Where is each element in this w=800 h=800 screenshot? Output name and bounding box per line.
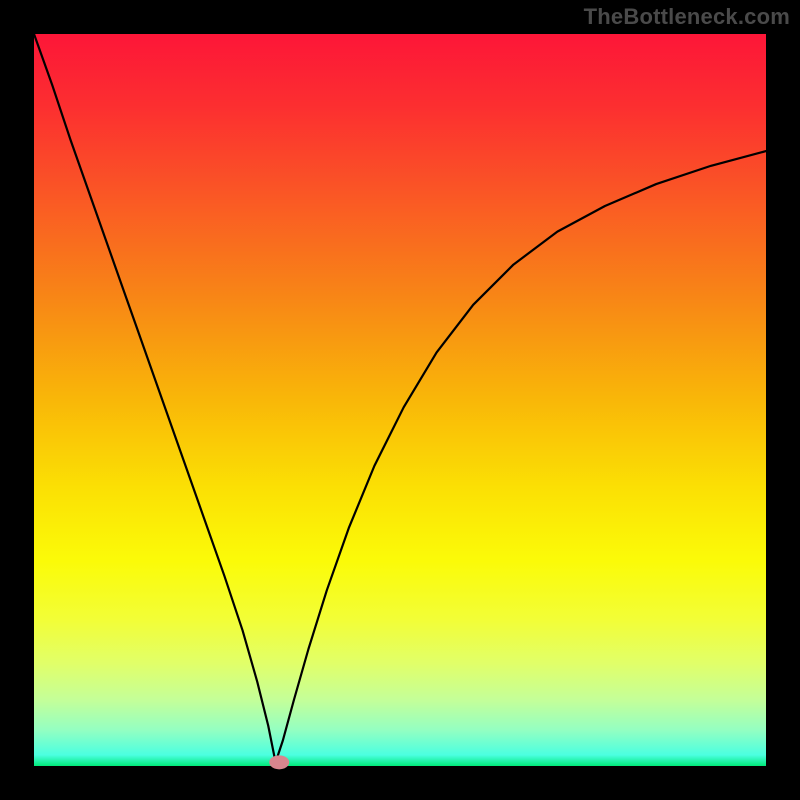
watermark-text: TheBottleneck.com [584, 4, 790, 30]
bottleneck-chart [0, 0, 800, 800]
optimal-point-marker [269, 755, 289, 769]
chart-container: TheBottleneck.com [0, 0, 800, 800]
plot-background [34, 34, 766, 766]
